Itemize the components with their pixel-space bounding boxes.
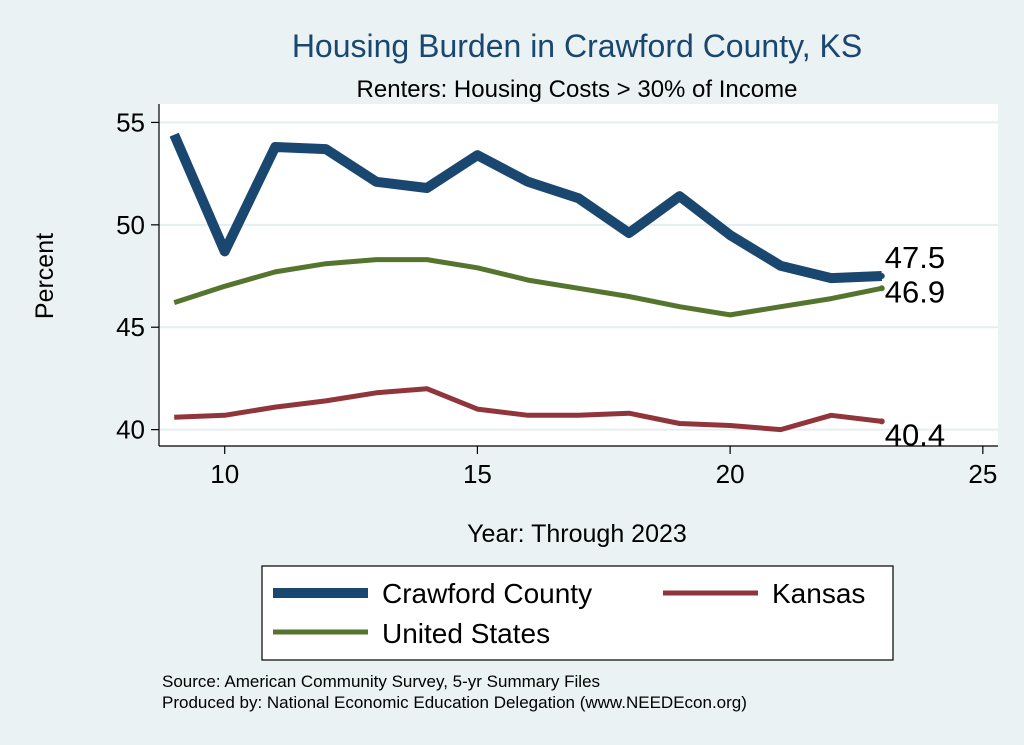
series-line-crawford-county (169, 132, 883, 284)
y-tick-label: 50 (116, 210, 145, 240)
y-tick-label: 40 (116, 415, 145, 445)
y-tick-label: 45 (116, 312, 145, 342)
end-marker (878, 418, 885, 425)
end-label-united-states: 46.9 (885, 274, 945, 309)
grid-lines (159, 121, 998, 431)
y-tick-label: 55 (116, 107, 145, 137)
x-tick-label: 20 (716, 459, 745, 489)
y-ticks: 40 45 50 55 (116, 107, 159, 445)
series-line-kansas (174, 386, 883, 433)
y-axis-title: Percent (31, 233, 59, 319)
legend: Crawford County Kansas United States (273, 578, 865, 649)
series-group (169, 132, 883, 433)
legend-label-kansas: Kansas (772, 578, 865, 609)
end-labels: 47.5 40.4 46.9 (878, 240, 945, 452)
legend-label-crawford-county: Crawford County (382, 578, 592, 609)
chart-title: Housing Burden in Crawford County, KS (292, 28, 862, 64)
produced-by-note: Produced by: National Economic Education… (162, 693, 747, 712)
end-marker (878, 273, 885, 280)
x-axis-title: Year: Through 2023 (467, 520, 687, 548)
legend-label-united-states: United States (382, 618, 550, 649)
source-note: Source: American Community Survey, 5-yr … (162, 672, 600, 691)
x-tick-label: 10 (210, 459, 239, 489)
chart-subtitle: Renters: Housing Costs > 30% of Income (357, 76, 798, 103)
end-label-kansas: 40.4 (885, 417, 945, 452)
legend-box (261, 565, 894, 661)
x-tick-label: 25 (968, 459, 997, 489)
x-tick-label: 15 (463, 459, 492, 489)
end-marker (878, 285, 885, 292)
series-line-united-states (173, 257, 883, 318)
x-ticks: 10 15 20 25 (210, 446, 997, 489)
end-label-crawford-county: 47.5 (885, 240, 945, 275)
